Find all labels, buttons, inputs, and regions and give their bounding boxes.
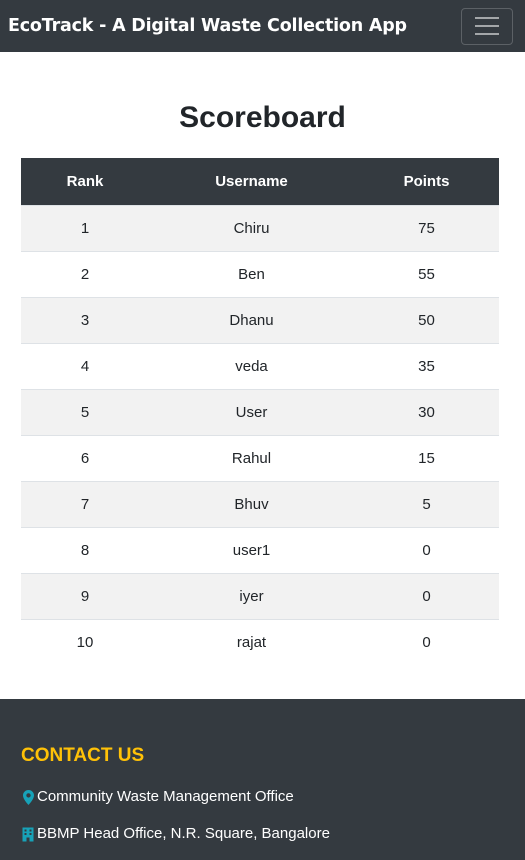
header-rank: Rank bbox=[21, 158, 149, 206]
table-row: 9 iyer 0 bbox=[21, 573, 499, 620]
rank-cell: 6 bbox=[21, 435, 149, 482]
rank-cell: 3 bbox=[21, 297, 149, 344]
main-content: Scoreboard Rank Username Points 1 Chiru 75… bbox=[0, 98, 525, 665]
username-cell: rajat bbox=[149, 619, 354, 665]
username-cell: iyer bbox=[149, 573, 354, 620]
navbar-toggle-button[interactable] bbox=[461, 7, 513, 45]
username-cell: User bbox=[149, 389, 354, 436]
points-cell: 30 bbox=[354, 389, 499, 436]
contact-address-text: BBMP Head Office, N.R. Square, Bangalore bbox=[37, 825, 330, 842]
username-cell: Chiru bbox=[149, 205, 354, 252]
username-cell: Bhuv bbox=[149, 481, 354, 528]
hamburger-menu-icon bbox=[475, 17, 499, 19]
rank-cell: 9 bbox=[21, 573, 149, 620]
contact-office-line: Community Waste Management Office bbox=[21, 785, 504, 809]
username-cell: Dhanu bbox=[149, 297, 354, 344]
points-cell: 50 bbox=[354, 297, 499, 344]
rank-cell: 10 bbox=[21, 619, 149, 665]
brand-title[interactable]: EcoTrack - A Digital Waste Collection Ap… bbox=[8, 16, 407, 36]
rank-cell: 5 bbox=[21, 389, 149, 436]
table-row: 2 Ben 55 bbox=[21, 251, 499, 298]
table-row: 3 Dhanu 50 bbox=[21, 297, 499, 344]
table-row: 1 Chiru 75 bbox=[21, 205, 499, 252]
username-cell: Ben bbox=[149, 251, 354, 298]
table-row: 7 Bhuv 5 bbox=[21, 481, 499, 528]
table-row: 8 user1 0 bbox=[21, 527, 499, 574]
points-cell: 0 bbox=[354, 619, 499, 665]
table-row: 6 Rahul 15 bbox=[21, 435, 499, 482]
username-cell: user1 bbox=[149, 527, 354, 574]
table-header-row: Rank Username Points bbox=[21, 158, 499, 206]
header-points: Points bbox=[354, 158, 499, 206]
username-cell: Rahul bbox=[149, 435, 354, 482]
points-cell: 0 bbox=[354, 527, 499, 574]
page-title: Scoreboard bbox=[179, 101, 346, 134]
header-username: Username bbox=[149, 158, 354, 206]
map-marker-icon bbox=[21, 789, 35, 805]
username-cell: veda bbox=[149, 343, 354, 390]
table-row: 10 rajat 0 bbox=[21, 619, 499, 665]
rank-cell: 4 bbox=[21, 343, 149, 390]
contact-office-text: Community Waste Management Office bbox=[37, 788, 294, 805]
contact-address-line: BBMP Head Office, N.R. Square, Bangalore bbox=[21, 822, 504, 846]
building-icon bbox=[21, 826, 35, 842]
rank-cell: 1 bbox=[21, 205, 149, 252]
rank-cell: 2 bbox=[21, 251, 149, 298]
points-cell: 0 bbox=[354, 573, 499, 620]
table-row: 4 veda 35 bbox=[21, 343, 499, 390]
points-cell: 75 bbox=[354, 205, 499, 252]
contact-title: CONTACT US bbox=[21, 745, 145, 766]
points-cell: 55 bbox=[354, 251, 499, 298]
table-row: 5 User 30 bbox=[21, 389, 499, 436]
navbar: EcoTrack - A Digital Waste Collection Ap… bbox=[0, 0, 525, 52]
points-cell: 5 bbox=[354, 481, 499, 528]
rank-cell: 7 bbox=[21, 481, 149, 528]
scoreboard-table: Rank Username Points 1 Chiru 75 2 Ben 55 3 Dh… bbox=[21, 158, 499, 665]
footer: CONTACT US Community Waste Management Of… bbox=[0, 699, 525, 860]
points-cell: 35 bbox=[354, 343, 499, 390]
points-cell: 15 bbox=[354, 435, 499, 482]
rank-cell: 8 bbox=[21, 527, 149, 574]
